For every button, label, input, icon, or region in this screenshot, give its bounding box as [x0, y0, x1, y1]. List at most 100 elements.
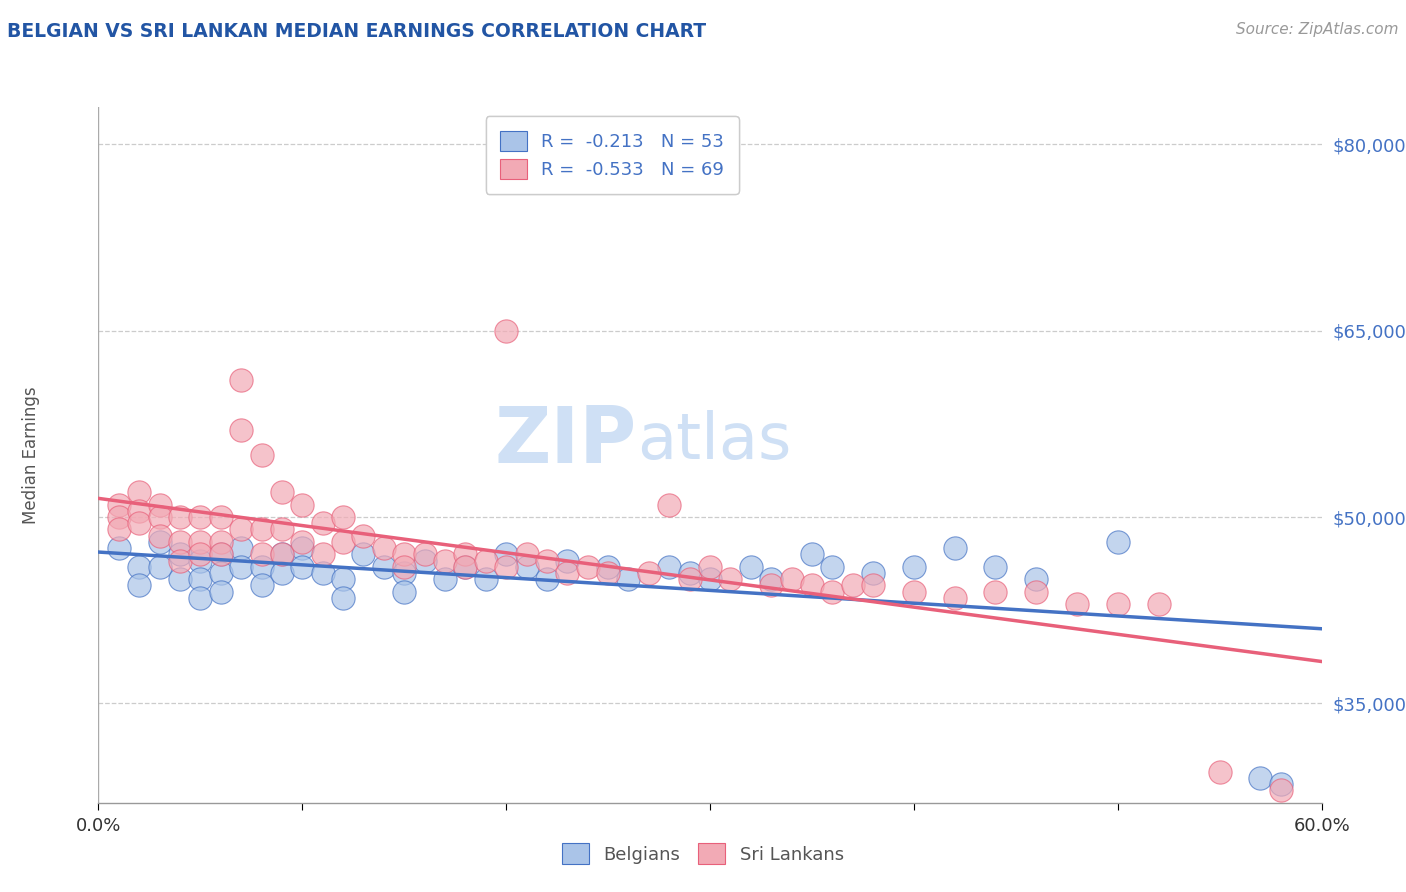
Point	[209, 547, 232, 561]
Point	[149, 534, 172, 549]
Legend: Belgians, Sri Lankans: Belgians, Sri Lankans	[547, 829, 859, 879]
Text: Source: ZipAtlas.com: Source: ZipAtlas.com	[1236, 22, 1399, 37]
Point	[270, 523, 294, 537]
Point	[332, 534, 354, 549]
Text: BELGIAN VS SRI LANKAN MEDIAN EARNINGS CORRELATION CHART: BELGIAN VS SRI LANKAN MEDIAN EARNINGS CO…	[7, 22, 706, 41]
Point	[801, 578, 824, 592]
Point	[516, 559, 538, 574]
Point	[169, 553, 191, 567]
Point	[250, 523, 273, 537]
Point	[352, 529, 374, 543]
Point	[108, 541, 131, 555]
Point	[392, 547, 416, 561]
Point	[536, 553, 558, 567]
Point	[841, 578, 863, 592]
Point	[169, 572, 191, 586]
Point	[352, 547, 374, 561]
Point	[108, 523, 131, 537]
Point	[332, 591, 354, 605]
Point	[474, 553, 498, 567]
Point	[392, 584, 416, 599]
Point	[332, 510, 354, 524]
Point	[821, 584, 844, 599]
Point	[903, 559, 925, 574]
Point	[801, 547, 824, 561]
Point	[188, 572, 212, 586]
Point	[984, 559, 1007, 574]
Point	[291, 534, 314, 549]
Point	[903, 584, 925, 599]
Point	[516, 547, 538, 561]
Point	[413, 547, 436, 561]
Point	[658, 559, 681, 574]
Point	[434, 572, 457, 586]
Point	[454, 547, 477, 561]
Point	[761, 578, 783, 592]
Point	[209, 584, 232, 599]
Point	[128, 559, 150, 574]
Point	[495, 324, 517, 338]
Point	[270, 547, 294, 561]
Point	[149, 498, 172, 512]
Text: ZIP: ZIP	[495, 403, 637, 479]
Point	[1107, 534, 1129, 549]
Point	[413, 553, 436, 567]
Point	[149, 510, 172, 524]
Point	[1249, 771, 1271, 785]
Point	[108, 510, 131, 524]
Point	[209, 510, 232, 524]
Point	[495, 547, 517, 561]
Point	[128, 485, 150, 500]
Point	[250, 578, 273, 592]
Point	[209, 547, 232, 561]
Point	[454, 559, 477, 574]
Point	[231, 423, 253, 437]
Point	[576, 559, 599, 574]
Point	[149, 559, 172, 574]
Point	[392, 566, 416, 580]
Point	[617, 572, 640, 586]
Point	[250, 559, 273, 574]
Point	[231, 523, 253, 537]
Text: Median Earnings: Median Earnings	[22, 386, 41, 524]
Point	[474, 572, 498, 586]
Point	[740, 559, 762, 574]
Point	[231, 373, 253, 387]
Point	[108, 498, 131, 512]
Point	[1270, 777, 1292, 791]
Point	[1025, 584, 1047, 599]
Point	[598, 559, 620, 574]
Text: atlas: atlas	[637, 410, 792, 472]
Point	[699, 559, 721, 574]
Point	[128, 504, 150, 518]
Point	[943, 541, 966, 555]
Point	[373, 559, 395, 574]
Point	[209, 534, 232, 549]
Point	[250, 547, 273, 561]
Point	[231, 559, 253, 574]
Point	[862, 578, 884, 592]
Point	[128, 516, 150, 531]
Point	[188, 591, 212, 605]
Point	[761, 572, 783, 586]
Point	[454, 559, 477, 574]
Point	[943, 591, 966, 605]
Point	[209, 566, 232, 580]
Point	[638, 566, 661, 580]
Point	[1209, 764, 1232, 779]
Point	[821, 559, 844, 574]
Point	[1107, 597, 1129, 611]
Point	[557, 566, 579, 580]
Point	[1147, 597, 1170, 611]
Point	[169, 534, 191, 549]
Point	[291, 498, 314, 512]
Point	[984, 584, 1007, 599]
Point	[270, 566, 294, 580]
Point	[270, 485, 294, 500]
Point	[231, 541, 253, 555]
Point	[495, 559, 517, 574]
Point	[291, 559, 314, 574]
Point	[128, 578, 150, 592]
Point	[169, 547, 191, 561]
Point	[720, 572, 742, 586]
